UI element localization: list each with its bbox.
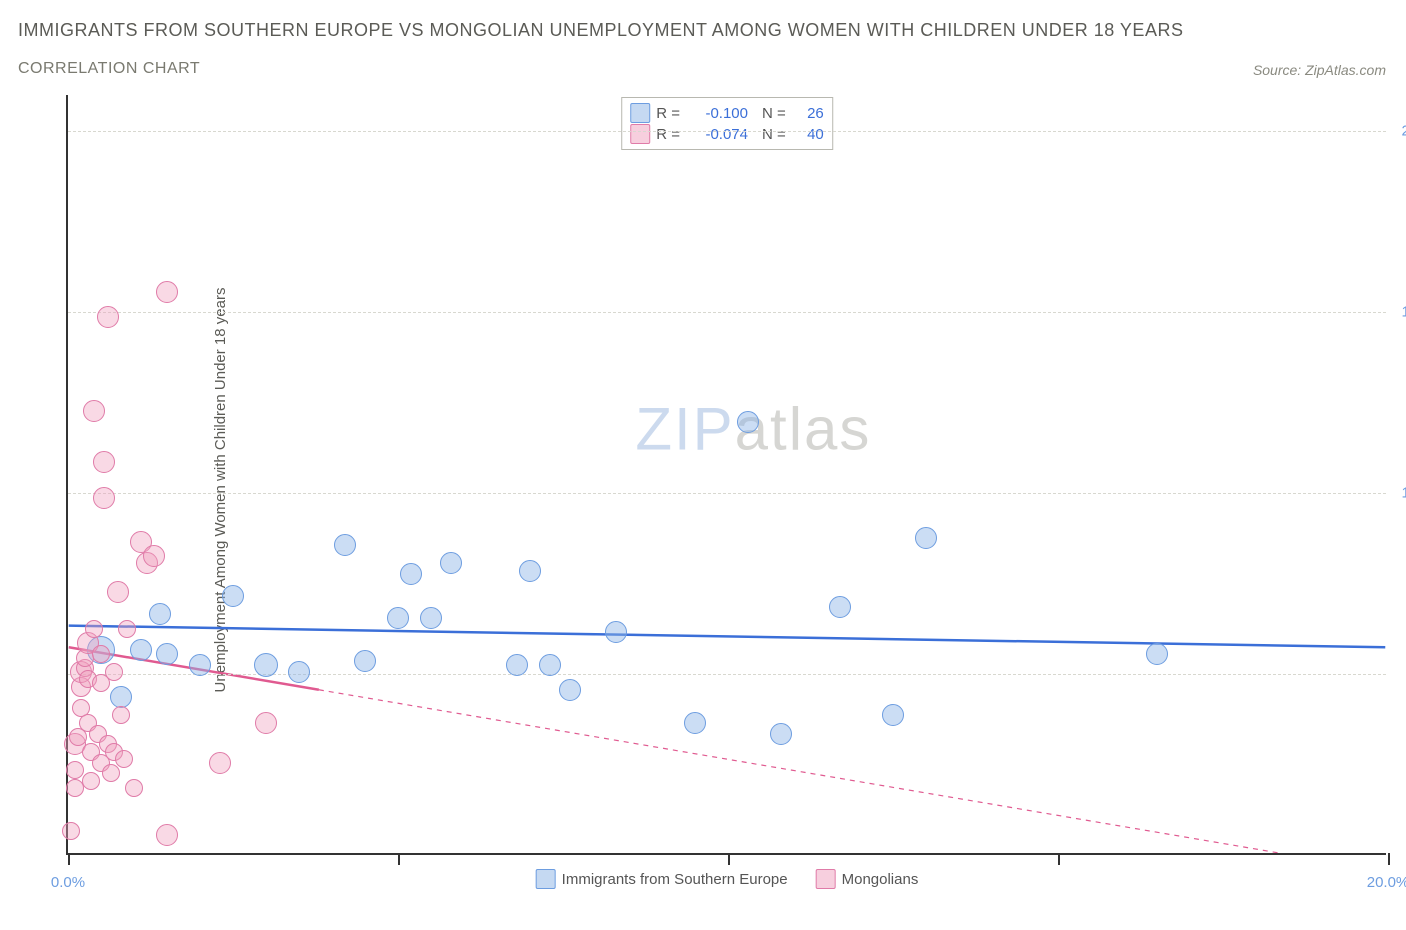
scatter-point-pink xyxy=(83,400,105,422)
chart-title: IMMIGRANTS FROM SOUTHERN EUROPE VS MONGO… xyxy=(18,20,1183,41)
chart-subtitle: CORRELATION CHART xyxy=(18,60,200,78)
x-tick xyxy=(1058,853,1060,865)
stat-r-label: R = xyxy=(656,126,680,143)
gridline-h xyxy=(68,131,1386,132)
scatter-point-blue xyxy=(519,560,541,582)
legend-label-blue: Immigrants from Southern Europe xyxy=(562,871,788,888)
stats-row-blue: R = -0.100 N = 26 xyxy=(630,103,824,123)
stats-legend-box: R = -0.100 N = 26 R = -0.074 N = 40 xyxy=(621,97,833,150)
scatter-point-pink xyxy=(156,824,178,846)
gridline-h xyxy=(68,493,1386,494)
scatter-point-blue xyxy=(334,534,356,556)
x-tick xyxy=(728,853,730,865)
scatter-point-pink xyxy=(125,779,143,797)
bottom-legend: Immigrants from Southern Europe Mongolia… xyxy=(536,869,919,889)
legend-item-pink: Mongolians xyxy=(816,869,919,889)
x-tick xyxy=(398,853,400,865)
y-tick-label: 10.0% xyxy=(1401,485,1406,502)
x-tick xyxy=(68,853,70,865)
scatter-point-pink xyxy=(62,822,80,840)
swatch-pink-icon xyxy=(816,869,836,889)
scatter-point-blue xyxy=(440,552,462,574)
scatter-point-blue xyxy=(1146,643,1168,665)
scatter-point-pink xyxy=(93,451,115,473)
scatter-point-blue xyxy=(254,653,278,677)
legend-item-blue: Immigrants from Southern Europe xyxy=(536,869,788,889)
scatter-point-blue xyxy=(559,679,581,701)
scatter-point-pink xyxy=(102,764,120,782)
scatter-point-blue xyxy=(110,686,132,708)
scatter-point-pink xyxy=(66,779,84,797)
scatter-point-blue xyxy=(605,621,627,643)
scatter-point-pink xyxy=(143,545,165,567)
scatter-point-blue xyxy=(149,603,171,625)
scatter-point-blue xyxy=(506,654,528,676)
scatter-point-blue xyxy=(829,596,851,618)
swatch-blue-icon xyxy=(630,103,650,123)
scatter-point-pink xyxy=(112,706,130,724)
trendline-blue xyxy=(69,626,1386,648)
gridline-h xyxy=(68,312,1386,313)
scatter-point-blue xyxy=(915,527,937,549)
source-attribution: Source: ZipAtlas.com xyxy=(1253,62,1386,78)
scatter-point-pink xyxy=(82,772,100,790)
scatter-point-pink xyxy=(118,620,136,638)
scatter-point-pink xyxy=(107,581,129,603)
stats-row-pink: R = -0.074 N = 40 xyxy=(630,124,824,144)
scatter-point-pink xyxy=(93,487,115,509)
chart-container: Unemployment Among Women with Children U… xyxy=(48,95,1388,885)
scatter-point-pink xyxy=(209,752,231,774)
stat-r-value-pink: -0.074 xyxy=(686,126,748,143)
trend-lines-svg xyxy=(68,95,1386,853)
swatch-blue-icon xyxy=(536,869,556,889)
trendline-pink-dashed xyxy=(319,690,1385,853)
scatter-point-pink xyxy=(92,645,110,663)
stat-r-value-blue: -0.100 xyxy=(686,105,748,122)
x-tick-label: 20.0% xyxy=(1367,874,1406,891)
scatter-point-pink xyxy=(97,306,119,328)
scatter-point-pink xyxy=(85,620,103,638)
stat-n-label: N = xyxy=(762,105,786,122)
y-tick-label: 15.0% xyxy=(1401,304,1406,321)
scatter-point-pink xyxy=(66,761,84,779)
stat-n-label: N = xyxy=(762,126,786,143)
scatter-point-pink xyxy=(105,663,123,681)
scatter-point-blue xyxy=(400,563,422,585)
scatter-point-blue xyxy=(156,643,178,665)
scatter-point-blue xyxy=(222,585,244,607)
scatter-point-blue xyxy=(770,723,792,745)
swatch-pink-icon xyxy=(630,124,650,144)
x-tick xyxy=(1388,853,1390,865)
scatter-point-blue xyxy=(539,654,561,676)
scatter-point-blue xyxy=(882,704,904,726)
stat-n-value-blue: 26 xyxy=(792,105,824,122)
y-tick-label: 20.0% xyxy=(1401,123,1406,140)
stat-n-value-pink: 40 xyxy=(792,126,824,143)
legend-label-pink: Mongolians xyxy=(842,871,919,888)
scatter-point-pink xyxy=(255,712,277,734)
scatter-point-blue xyxy=(288,661,310,683)
scatter-point-blue xyxy=(387,607,409,629)
stat-r-label: R = xyxy=(656,105,680,122)
scatter-point-blue xyxy=(189,654,211,676)
plot-area: ZIPatlas R = -0.100 N = 26 R = -0.074 N … xyxy=(66,95,1386,855)
scatter-point-blue xyxy=(130,639,152,661)
scatter-point-blue xyxy=(420,607,442,629)
scatter-point-blue xyxy=(737,411,759,433)
scatter-point-blue xyxy=(354,650,376,672)
watermark-zip: ZIP xyxy=(635,395,734,462)
scatter-point-pink xyxy=(115,750,133,768)
scatter-point-blue xyxy=(684,712,706,734)
x-tick-label: 0.0% xyxy=(51,874,85,891)
scatter-point-pink xyxy=(156,281,178,303)
